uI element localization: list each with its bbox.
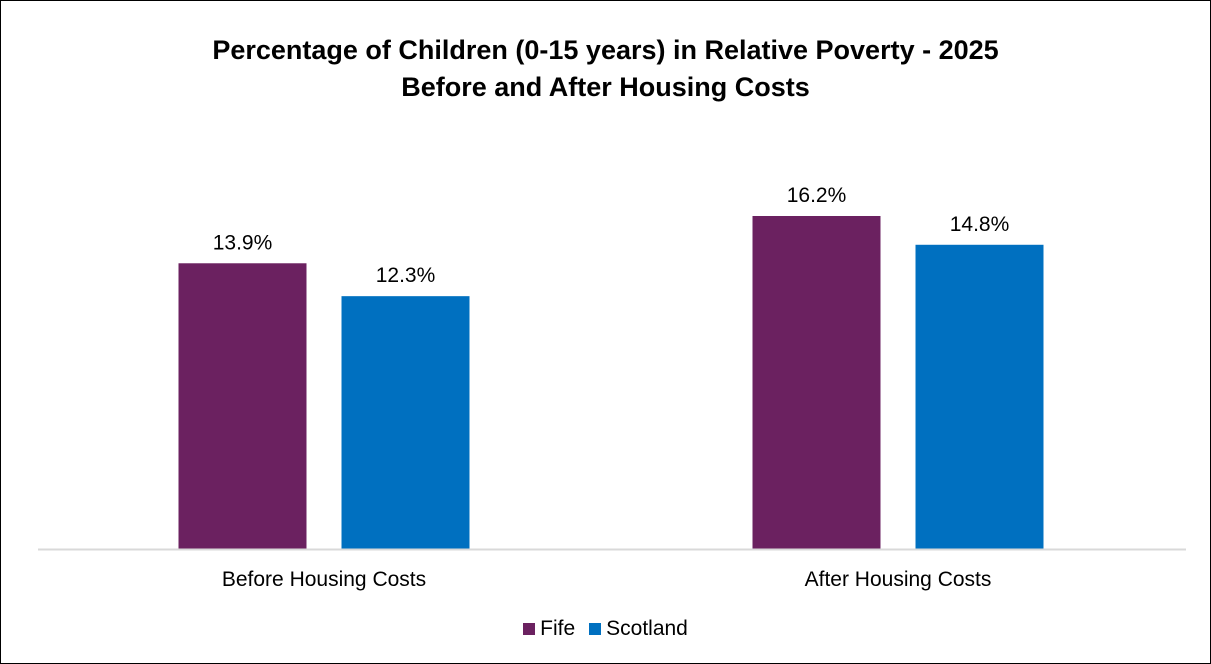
bar-scotland-after <box>915 244 1044 549</box>
chart-legend: Fife Scotland <box>0 617 1211 641</box>
legend-item-scotland: Scotland <box>589 617 688 641</box>
category-label-before: Before Housing Costs <box>222 568 426 591</box>
legend-label-scotland: Scotland <box>606 617 688 640</box>
bar-scotland-before <box>341 296 470 549</box>
data-label-scotland-before: 12.3% <box>376 264 436 287</box>
legend-item-fife: Fife <box>523 617 575 641</box>
legend-label-fife: Fife <box>540 617 576 640</box>
category-label-after: After Housing Costs <box>805 568 992 591</box>
bar-fife-before <box>178 263 307 549</box>
data-label-scotland-after: 14.8% <box>950 213 1010 236</box>
legend-swatch-fife <box>523 623 536 635</box>
legend-swatch-scotland <box>589 623 602 635</box>
data-label-fife-before: 13.9% <box>213 231 273 254</box>
data-label-fife-after: 16.2% <box>787 184 847 207</box>
chart-title: Percentage of Children (0-15 years) in R… <box>212 35 999 65</box>
bar-fife-after <box>752 216 881 549</box>
chart-subtitle: Before and After Housing Costs <box>401 72 810 102</box>
